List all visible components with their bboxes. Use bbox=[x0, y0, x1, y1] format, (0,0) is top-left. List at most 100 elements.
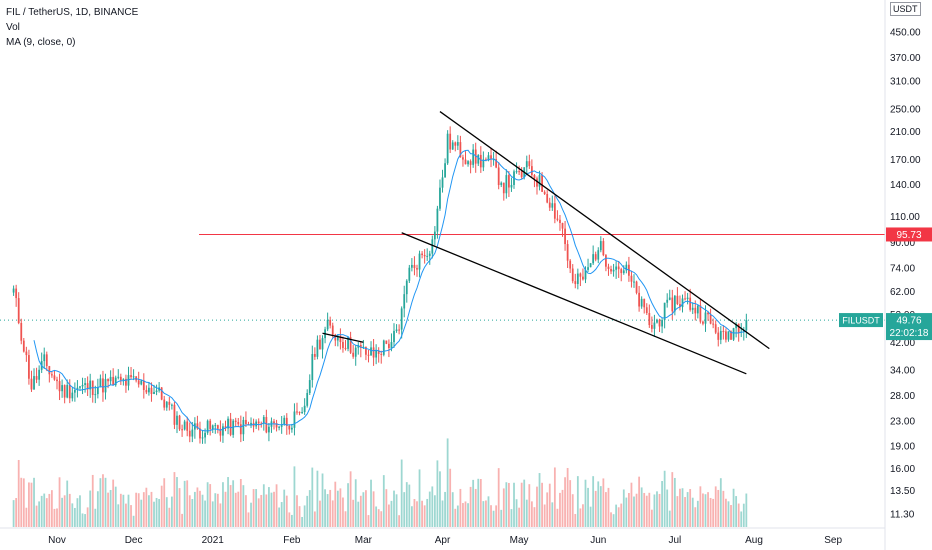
volume-bar bbox=[459, 488, 462, 527]
volume-bar bbox=[301, 516, 303, 527]
candle-body bbox=[640, 298, 643, 307]
volume-bar bbox=[257, 498, 260, 527]
volume-bar bbox=[344, 511, 347, 527]
volume-bar bbox=[467, 503, 469, 527]
price-axis-label: 28.00 bbox=[890, 391, 915, 402]
level-price-badge[interactable] bbox=[886, 227, 932, 242]
candle-body bbox=[725, 331, 727, 340]
candle-body bbox=[308, 380, 311, 393]
volume-bar bbox=[53, 508, 56, 527]
volume-bar bbox=[612, 514, 615, 527]
candle-body bbox=[25, 351, 28, 356]
volume-bar bbox=[163, 478, 166, 527]
upper-trendline[interactable] bbox=[439, 111, 770, 350]
volume-bar bbox=[298, 506, 301, 527]
time-axis-label: Apr bbox=[435, 535, 451, 546]
candle-body bbox=[594, 254, 597, 260]
lower-trendline[interactable] bbox=[401, 232, 747, 375]
symbol-tag[interactable] bbox=[839, 313, 883, 328]
candle-body bbox=[102, 378, 104, 393]
volume-bar bbox=[150, 491, 153, 527]
candle-body bbox=[321, 338, 324, 350]
candle-body bbox=[421, 253, 423, 255]
volume-bar bbox=[63, 495, 66, 527]
candle-body bbox=[561, 223, 564, 229]
volume-bar bbox=[160, 485, 163, 527]
candle-body bbox=[125, 378, 127, 386]
candle-body bbox=[689, 297, 692, 310]
volume-bar bbox=[290, 514, 293, 527]
volume-bar bbox=[605, 492, 607, 527]
volume-bar bbox=[553, 467, 556, 527]
candle-body bbox=[400, 308, 403, 330]
candle-body bbox=[132, 376, 135, 378]
candle-body bbox=[81, 384, 84, 387]
volume-bar bbox=[699, 486, 702, 527]
volume-bar bbox=[638, 476, 641, 527]
candle-body bbox=[178, 415, 181, 430]
volume-bar bbox=[142, 492, 145, 527]
volume-bar bbox=[137, 493, 140, 527]
volume-bar bbox=[296, 495, 298, 527]
volume-bar bbox=[730, 505, 732, 527]
candle-body bbox=[33, 376, 35, 390]
volume-bar bbox=[456, 505, 459, 527]
volume-bar bbox=[684, 497, 686, 527]
candle-body bbox=[571, 268, 574, 282]
candle-body bbox=[467, 161, 469, 165]
candle-body bbox=[45, 354, 48, 367]
volume-bar bbox=[380, 511, 383, 527]
candle-body bbox=[441, 177, 444, 188]
short-trendline[interactable] bbox=[322, 332, 364, 343]
volume-bar bbox=[410, 506, 413, 527]
candle-body bbox=[109, 376, 112, 382]
volume-bar bbox=[66, 480, 69, 527]
candle-body bbox=[71, 392, 74, 399]
candle-body bbox=[518, 171, 521, 173]
volume-bar bbox=[385, 489, 388, 527]
volume-bar bbox=[444, 491, 446, 527]
candle-body bbox=[536, 178, 538, 187]
volume-bar bbox=[30, 482, 33, 527]
volume-bar bbox=[186, 480, 189, 527]
volume-bar bbox=[181, 513, 183, 527]
volume-bar bbox=[250, 502, 252, 527]
volume-bar bbox=[252, 489, 255, 527]
volume-bar bbox=[334, 481, 337, 527]
candle-body bbox=[170, 404, 173, 406]
candle-body bbox=[587, 267, 589, 270]
candle-body bbox=[671, 297, 674, 312]
candle-body bbox=[216, 425, 219, 429]
candle-body bbox=[257, 421, 260, 424]
volume-bar bbox=[451, 492, 454, 527]
volume-bar bbox=[633, 496, 635, 527]
volume-bar bbox=[86, 507, 89, 527]
volume-bar bbox=[656, 491, 658, 527]
candle-body bbox=[559, 219, 561, 224]
volume-bar bbox=[551, 502, 554, 527]
volume-bar bbox=[525, 499, 528, 527]
volume-bar bbox=[349, 471, 352, 527]
candle-body bbox=[127, 375, 130, 386]
candle-body bbox=[367, 354, 370, 356]
price-axis-label: 42.00 bbox=[890, 338, 915, 349]
last-price-badge[interactable] bbox=[886, 313, 932, 341]
candle-body bbox=[68, 384, 71, 399]
candle-body bbox=[719, 331, 722, 340]
volume-bar bbox=[232, 480, 235, 527]
candle-body bbox=[107, 379, 109, 382]
volume-bar bbox=[278, 507, 281, 527]
volume-bar bbox=[102, 474, 104, 527]
volume-bar bbox=[89, 490, 92, 527]
price-axis-label: 210.00 bbox=[890, 127, 921, 138]
candle-body bbox=[699, 305, 702, 322]
candle-body bbox=[617, 266, 620, 270]
volume-bar bbox=[84, 514, 86, 527]
volume-bar bbox=[316, 470, 319, 527]
currency-badge[interactable]: USDT bbox=[890, 2, 921, 16]
volume-bar bbox=[176, 477, 178, 527]
volume-bar bbox=[523, 479, 526, 527]
candle-body bbox=[691, 307, 694, 310]
volume-bar bbox=[449, 468, 452, 527]
